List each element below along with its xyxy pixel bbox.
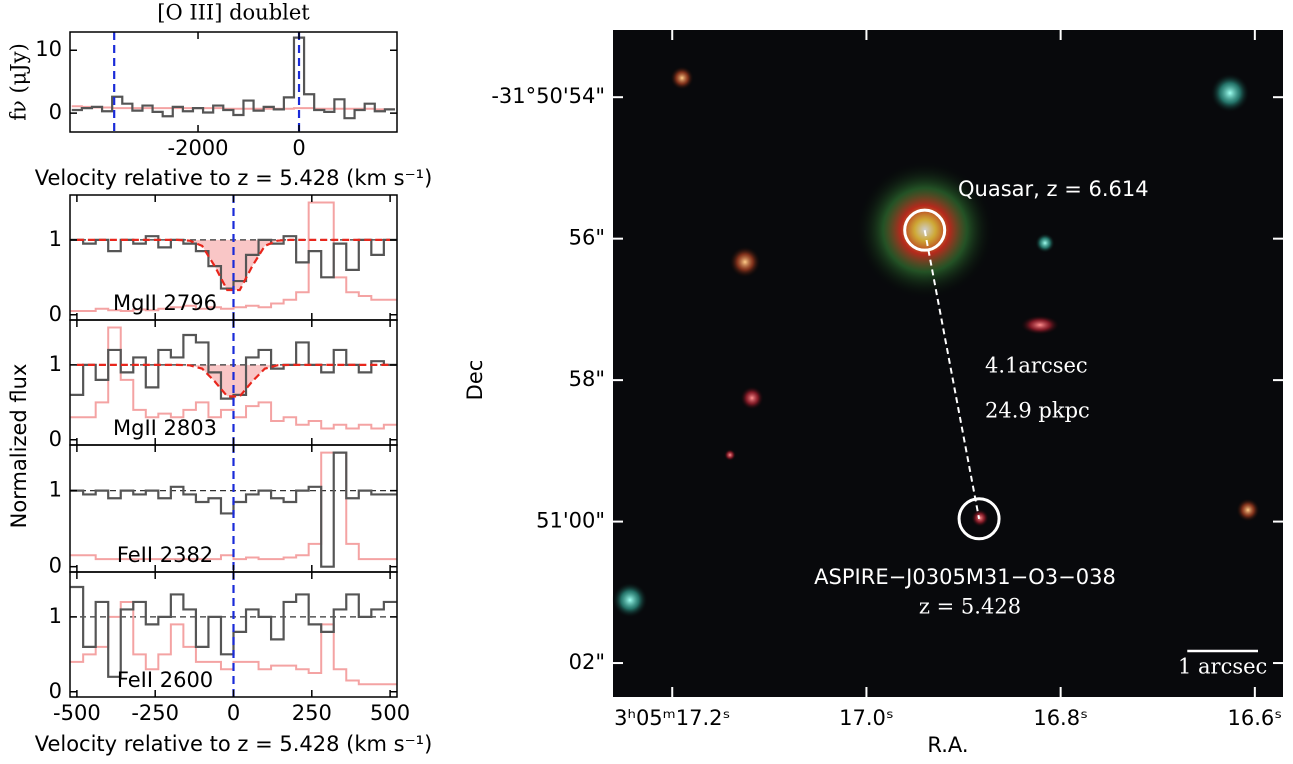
line-label: FeII 2382	[117, 543, 213, 567]
y-tick-label: 10	[35, 37, 62, 61]
absorption-fill	[76, 364, 391, 397]
y-tick-label: 1	[49, 227, 62, 251]
x-tick-label: 16.6ˢ	[1228, 706, 1283, 730]
y-tick-label: 56"	[569, 226, 605, 250]
source-label: ASPIRE−J0305M31−O3−038	[814, 565, 1116, 589]
y-tick-label: 1	[49, 352, 62, 376]
x-tick-label: 0	[227, 701, 240, 725]
error-line	[70, 600, 397, 686]
source-label: Quasar, z = 6.614	[958, 177, 1149, 201]
y-axis-label: Dec	[463, 360, 487, 401]
y-tick-label: 58"	[569, 367, 605, 391]
flux-line	[71, 36, 395, 120]
annotation: 24.9 pkpc	[985, 399, 1090, 423]
model-line	[76, 363, 391, 398]
source-marker	[957, 497, 1001, 541]
separation-line	[923, 229, 981, 519]
x-axis-label: R.A.	[927, 733, 968, 757]
x-axis-label: Velocity relative to z = 5.428 (km s⁻¹)	[35, 166, 433, 190]
y-tick-label: 1	[49, 604, 62, 628]
x-axis-label: Velocity relative to z = 5.428 (km s⁻¹)	[35, 732, 433, 756]
x-tick-label: -250	[131, 701, 179, 725]
y-tick-label: 0	[49, 554, 62, 578]
x-tick-label: 0	[292, 136, 305, 160]
y-tick-label: -31°50'54"	[491, 84, 605, 108]
line-label: FeII 2600	[117, 668, 213, 692]
axes-frame	[69, 31, 398, 133]
y-axis-label: Normalized flux	[7, 364, 31, 529]
x-tick-label: 500	[370, 701, 410, 725]
x-tick-label: -2000	[168, 136, 229, 160]
y-tick-label: 1	[49, 478, 62, 502]
x-tick-label: 17.0ˢ	[839, 706, 894, 730]
panel-title: [O III] doublet	[157, 1, 310, 25]
x-tick-label: 16.8ˢ	[1033, 706, 1088, 730]
x-tick-label: -500	[53, 701, 101, 725]
y-axis-label: fν (μJy)	[7, 43, 31, 121]
source-redshift: z = 5.428	[919, 595, 1021, 619]
x-tick-label: 250	[292, 701, 332, 725]
y-tick-label: 0	[49, 302, 62, 326]
y-tick-label: 0	[49, 679, 62, 703]
line-label: MgII 2803	[113, 416, 217, 440]
x-tick-label: 3ʰ05ᵐ17.2ˢ	[614, 706, 730, 730]
y-tick-label: 51'00"	[536, 509, 605, 533]
error-line	[71, 105, 395, 111]
model-line	[76, 238, 391, 292]
y-tick-label: 0	[49, 427, 62, 451]
y-tick-label: 0	[49, 100, 62, 124]
scale-bar-label: 1 arcsec	[1178, 655, 1267, 679]
annotation: 4.1arcsec	[985, 354, 1088, 378]
line-label: MgII 2796	[113, 291, 217, 315]
sky-image	[612, 30, 1283, 697]
source-marker	[903, 208, 947, 252]
y-tick-label: 02"	[569, 650, 605, 674]
